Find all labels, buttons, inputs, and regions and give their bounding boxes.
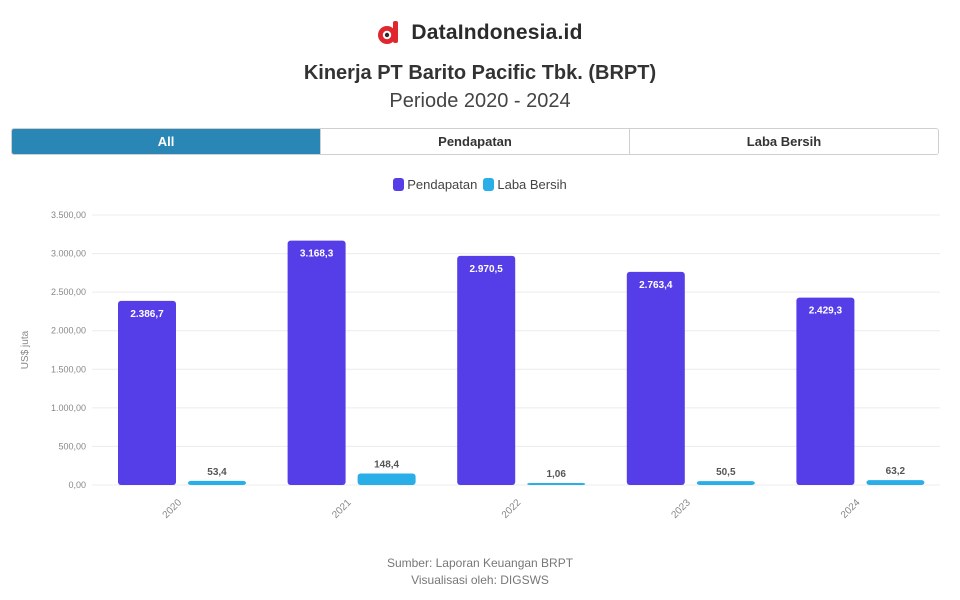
bar-laba-bersih bbox=[527, 483, 586, 485]
y-tick-label: 0,00 bbox=[68, 480, 86, 490]
data-label: 148,4 bbox=[374, 460, 399, 471]
y-axis-label: US$ juta bbox=[20, 330, 31, 369]
bar-pendapatan bbox=[118, 300, 176, 485]
x-tick-label: 2024 bbox=[839, 497, 863, 521]
tab-all[interactable]: All bbox=[12, 129, 320, 154]
data-label: 63,2 bbox=[886, 466, 906, 477]
chart-title: Kinerja PT Barito Pacific Tbk. (BRPT) bbox=[303, 62, 657, 84]
bar-chart: 0,00 500,00 1.000,00 1.500,00 2.000,00 2.500,… bbox=[20, 210, 940, 521]
legend-swatch-laba-bersih bbox=[483, 178, 495, 191]
chart-footer: Sumber: Laporan Keuangan BRPT Visualisas… bbox=[0, 555, 960, 589]
y-tick-label: 2.500,00 bbox=[51, 287, 86, 297]
y-tick-label: 3.000,00 bbox=[51, 249, 86, 259]
data-label: 1,06 bbox=[546, 469, 566, 480]
source-note: Sumber: Laporan Keuangan BRPT bbox=[386, 556, 574, 570]
x-tick-label: 2023 bbox=[669, 497, 693, 521]
legend-label-laba-bersih: Laba Bersih bbox=[497, 177, 567, 192]
bar-laba-bersih bbox=[357, 473, 416, 485]
bar-pendapatan bbox=[287, 240, 346, 485]
x-tick-label: 2021 bbox=[330, 497, 354, 521]
tab-laba-bersih[interactable]: Laba Bersih bbox=[629, 129, 938, 154]
legend-item-pendapatan[interactable]: Pendapatan bbox=[393, 177, 477, 192]
y-tick-label: 3.500,00 bbox=[51, 210, 86, 220]
data-label: 2.763,4 bbox=[639, 280, 673, 291]
legend-swatch-pendapatan bbox=[393, 178, 405, 191]
tab-pendapatan[interactable]: Pendapatan bbox=[320, 129, 629, 154]
brand-header: DataIndonesia.id bbox=[0, 20, 960, 46]
data-label: 3.168,3 bbox=[300, 249, 334, 260]
bar-laba-bersih bbox=[188, 480, 246, 485]
brand-name: DataIndonesia.id bbox=[411, 21, 583, 44]
legend-item-laba-bersih[interactable]: Laba Bersih bbox=[483, 177, 567, 192]
y-tick-label: 2.000,00 bbox=[51, 326, 86, 336]
x-tick-label: 2020 bbox=[161, 497, 185, 521]
bar-laba-bersih bbox=[866, 480, 925, 485]
data-label: 2.429,3 bbox=[809, 306, 843, 317]
credit-note: Visualisasi oleh: DIGSWS bbox=[411, 573, 549, 587]
x-tick-label: 2022 bbox=[500, 497, 524, 521]
data-label: 2.970,5 bbox=[470, 264, 504, 275]
data-label: 53,4 bbox=[207, 467, 227, 478]
chart-subtitle: Periode 2020 - 2024 bbox=[389, 90, 571, 112]
chart-legend: Pendapatan Laba Bersih bbox=[0, 177, 960, 192]
data-label: 2.386,7 bbox=[130, 309, 164, 320]
legend-label-pendapatan: Pendapatan bbox=[407, 177, 478, 192]
y-tick-label: 1.500,00 bbox=[51, 364, 86, 374]
dataindonesia-logo-icon bbox=[378, 21, 399, 44]
data-label: 50,5 bbox=[716, 467, 736, 478]
chart-tabs: All Pendapatan Laba Bersih bbox=[11, 128, 939, 155]
bar-pendapatan bbox=[457, 255, 516, 485]
bar-pendapatan bbox=[626, 271, 685, 485]
y-tick-label: 500,00 bbox=[58, 441, 86, 451]
bar-laba-bersih bbox=[696, 481, 755, 485]
bar-pendapatan bbox=[796, 297, 855, 485]
y-tick-label: 1.000,00 bbox=[51, 403, 86, 413]
